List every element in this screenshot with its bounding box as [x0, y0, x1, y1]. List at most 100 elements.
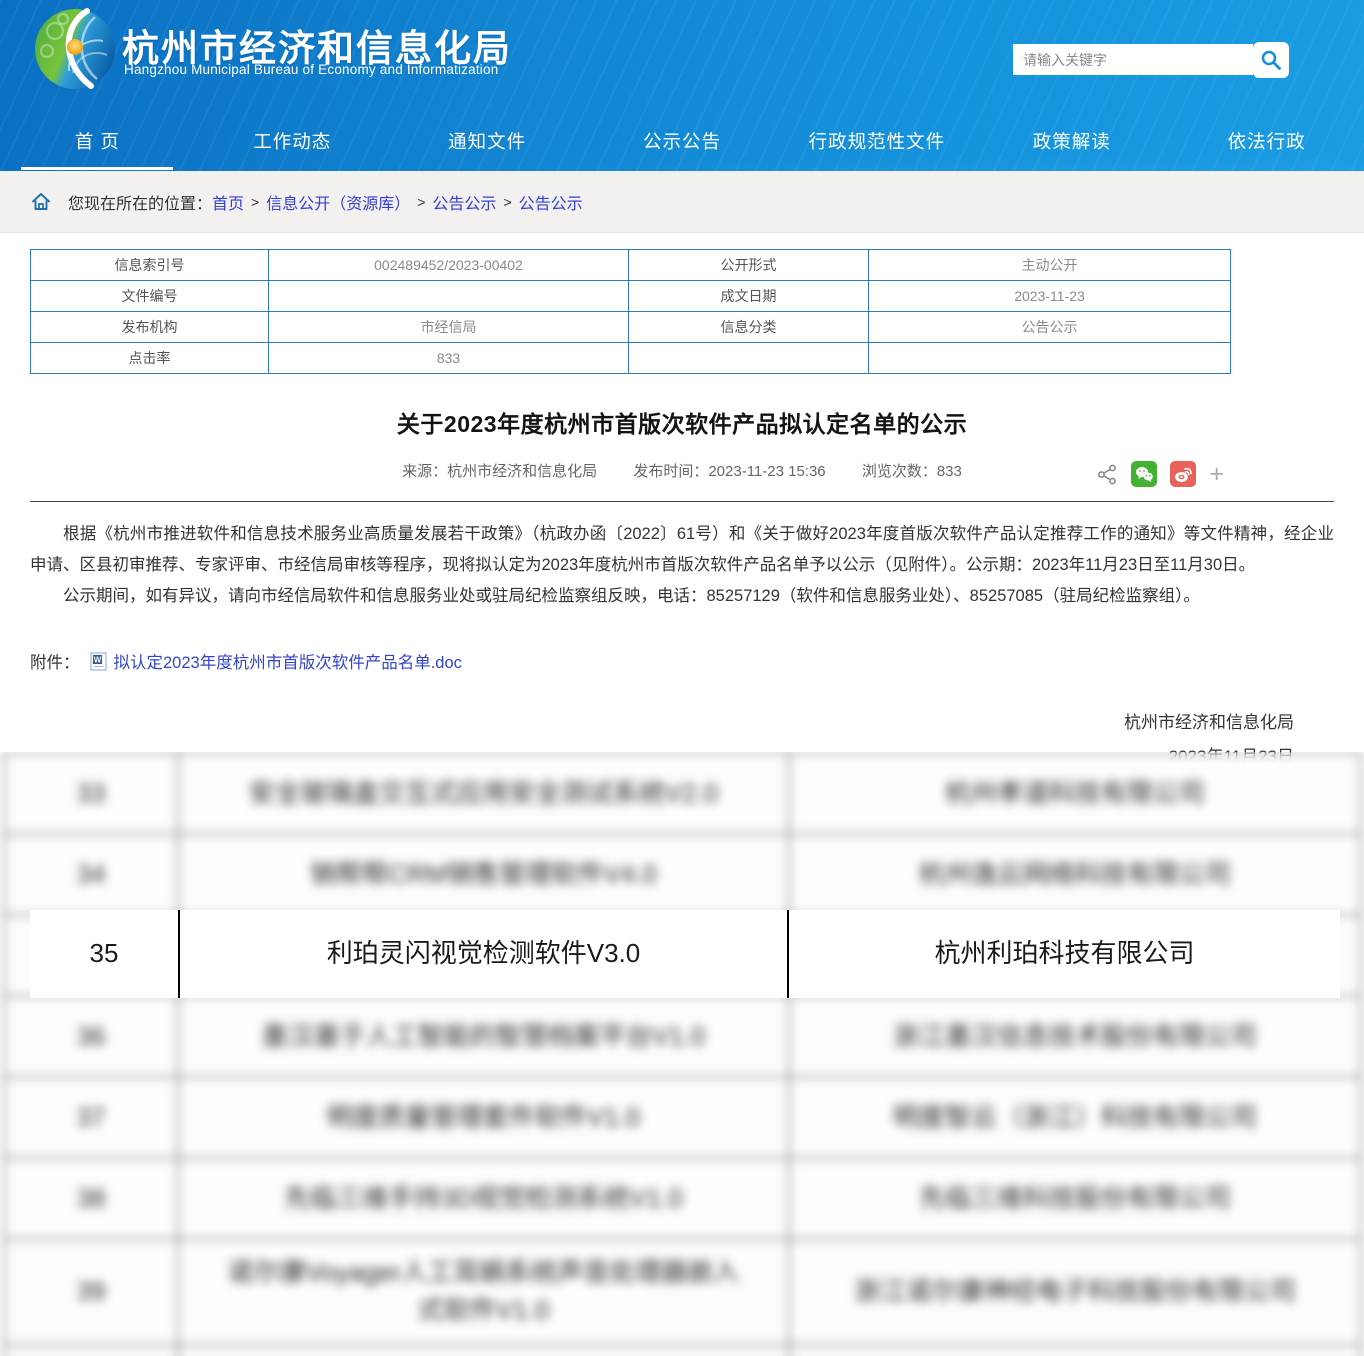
wechat-icon[interactable] — [1131, 461, 1158, 487]
product-name: 先临三维手持3D视觉检测系统V1.0 — [179, 1159, 790, 1238]
product-name: 诺尔康Voyager人工耳蜗系统声音处理器嵌入式软件V1.0 — [179, 1240, 790, 1344]
breadcrumb-link-announcement[interactable]: 公告公示 — [432, 195, 497, 213]
row-number: 33 — [5, 754, 179, 833]
nav-item-administration-by-law[interactable]: 依法行政 — [1227, 131, 1306, 152]
info-value: 市经信局 — [268, 311, 629, 343]
meta-publish-value: 2023-11-23 15:36 — [708, 463, 826, 480]
more-share-icon[interactable]: + — [1209, 460, 1224, 488]
share-toolbar: + — [1097, 461, 1224, 487]
info-label — [628, 342, 869, 374]
nav-item-policy-interpretation[interactable]: 政策解读 — [1032, 131, 1111, 152]
table-row: 38 先临三维手持3D视觉检测系统V1.0 先临三维科技股份有限公司 — [5, 1159, 1360, 1240]
highlighted-table-row-35: 35 利珀灵闪视觉检测软件V3.0 杭州利珀科技有限公司 — [30, 910, 1340, 998]
table-row: 37 明度质量管理套件软件V1.0 明度智云（浙江）科技有限公司 — [5, 1078, 1360, 1159]
software-list-table: 33 安全玻璃盒交互式应用安全测试系统V2.0 杭州孝道科技有限公司 34 销帮… — [0, 752, 1364, 1356]
row-number: 36 — [5, 997, 179, 1076]
table-row: 文件编号 成文日期 2023-11-23 — [30, 280, 1231, 312]
breadcrumb-separator: > — [417, 193, 426, 210]
table-row — [5, 1346, 1360, 1356]
table-row: 36 墨汉基于人工智能的智慧档案平台V1.0 浙江墨汉信息技术股份有限公司 — [5, 997, 1360, 1078]
search-icon — [1259, 48, 1283, 72]
info-value: 2023-11-23 — [868, 280, 1231, 312]
row-number: 35 — [30, 910, 180, 998]
attachment-link[interactable]: 拟认定2023年度杭州市首版次软件产品名单.doc — [113, 654, 462, 672]
breadcrumb-separator: > — [251, 193, 260, 210]
meta-source-label: 来源： — [402, 463, 448, 480]
info-label: 文件编号 — [30, 280, 269, 312]
company-name: 先临三维科技股份有限公司 — [918, 1182, 1231, 1213]
table-row: 信息索引号 002489452/2023-00402 公开形式 主动公开 — [30, 249, 1231, 281]
breadcrumb-link-home[interactable]: 首页 — [212, 195, 245, 213]
site-header: 杭州市经济和信息化局 Hangzhou Municipal Bureau of … — [0, 0, 1364, 171]
site-title: 杭州市经济和信息化局 — [122, 28, 512, 69]
breadcrumb-link-announcement-2[interactable]: 公告公示 — [518, 195, 583, 213]
row-number: 38 — [5, 1159, 179, 1238]
meta-views-value: 833 — [936, 463, 962, 480]
info-label: 点击率 — [30, 342, 269, 374]
nav-item-regulatory-docs[interactable]: 行政规范性文件 — [808, 131, 946, 152]
info-label: 信息索引号 — [30, 249, 269, 281]
nav-item-home[interactable]: 首 页 — [0, 113, 195, 171]
row-number — [5, 1346, 179, 1356]
table-row: 点击率 833 — [30, 342, 1231, 374]
attachment-label: 附件： — [30, 654, 80, 672]
meta-source-value: 杭州市经济和信息化局 — [447, 463, 598, 480]
info-value: 公告公示 — [868, 311, 1231, 343]
search-input[interactable] — [1013, 44, 1253, 75]
search-button[interactable] — [1253, 42, 1289, 78]
article-meta: 来源：杭州市经济和信息化局 发布时间：2023-11-23 15:36 浏览次数… — [0, 460, 1364, 490]
product-name — [179, 1346, 790, 1356]
meta-divider — [30, 501, 1334, 502]
article-body: 根据《杭州市推进软件和信息技术服务业高质量发展若干政策》（杭政办函〔2022〕6… — [30, 519, 1334, 612]
info-label: 公开形式 — [628, 249, 869, 281]
product-name: 利珀灵闪视觉检测软件V3.0 — [180, 910, 789, 998]
nav-item-notices[interactable]: 通知文件 — [448, 131, 527, 152]
home-icon[interactable] — [30, 191, 52, 213]
breadcrumb-link-info-disclosure[interactable]: 信息公开（资源库） — [266, 195, 411, 213]
product-name: 销帮帮CRM销售管理软件V4.0 — [179, 835, 790, 914]
company-name: 杭州利珀科技有限公司 — [934, 938, 1195, 969]
weibo-icon[interactable] — [1170, 461, 1197, 487]
signature-org: 杭州市经济和信息化局 — [1124, 713, 1294, 732]
meta-source: 来源：杭州市经济和信息化局 — [402, 463, 601, 480]
page-title: 关于2023年度杭州市首版次软件产品拟认定名单的公示 — [396, 411, 968, 437]
product-name: 安全玻璃盒交互式应用安全测试系统V2.0 — [179, 754, 790, 833]
breadcrumb-separator: > — [503, 193, 512, 210]
row-number: 34 — [5, 835, 179, 914]
table-row: 34 销帮帮CRM销售管理软件V4.0 杭州逸云网络科技有限公司 — [5, 835, 1360, 916]
document-info-table: 信息索引号 002489452/2023-00402 公开形式 主动公开 文件编… — [30, 249, 1231, 374]
info-value: 002489452/2023-00402 — [268, 249, 629, 281]
meta-publish-label: 发布时间： — [633, 463, 709, 480]
share-icon[interactable] — [1097, 464, 1118, 485]
meta-publish-time: 发布时间：2023-11-23 15:36 — [633, 463, 830, 480]
nav-item-work-news[interactable]: 工作动态 — [253, 131, 332, 152]
info-value: 833 — [268, 342, 629, 374]
info-label: 成文日期 — [628, 280, 869, 312]
info-value — [868, 342, 1231, 374]
table-row: 33 安全玻璃盒交互式应用安全测试系统V2.0 杭州孝道科技有限公司 — [5, 754, 1360, 835]
company-name: 浙江墨汉信息技术股份有限公司 — [892, 1020, 1257, 1051]
company-name — [790, 1346, 1360, 1356]
nav-item-announcements[interactable]: 公示公告 — [643, 131, 722, 152]
breadcrumb: 您现在所在的位置： 首页 > 信息公开（资源库） > 公告公示 > 公告公示 — [0, 171, 1364, 233]
row-number: 37 — [5, 1078, 179, 1157]
attachment-row: 附件： W 拟认定2023年度杭州市首版次软件产品名单.doc — [30, 649, 1334, 673]
blurred-table-rows: 33 安全玻璃盒交互式应用安全测试系统V2.0 杭州孝道科技有限公司 34 销帮… — [3, 752, 1362, 1356]
row-number: 39 — [5, 1240, 179, 1344]
meta-views-label: 浏览次数： — [861, 463, 937, 480]
site-logo-icon — [33, 7, 117, 91]
product-name: 墨汉基于人工智能的智慧档案平台V1.0 — [179, 997, 790, 1076]
table-row: 发布机构 市经信局 信息分类 公告公示 — [30, 311, 1231, 343]
breadcrumb-prefix: 您现在所在的位置： — [68, 195, 213, 213]
info-label: 发布机构 — [30, 311, 269, 343]
company-name: 杭州逸云网络科技有限公司 — [918, 858, 1231, 889]
company-name: 明度智云（浙江）科技有限公司 — [892, 1101, 1257, 1132]
paragraph: 公示期间，如有异议，请向市经信局软件和信息服务业处或驻局纪检监察组反映，电话：8… — [63, 587, 1200, 605]
main-content: 信息索引号 002489452/2023-00402 公开形式 主动公开 文件编… — [0, 233, 1364, 774]
info-value: 主动公开 — [868, 249, 1231, 281]
paragraph: 根据《杭州市推进软件和信息技术服务业高质量发展若干政策》（杭政办函〔2022〕6… — [30, 525, 1334, 574]
info-label: 信息分类 — [628, 311, 869, 343]
doc-icon: W — [89, 651, 107, 671]
meta-views: 浏览次数：833 — [862, 463, 962, 480]
